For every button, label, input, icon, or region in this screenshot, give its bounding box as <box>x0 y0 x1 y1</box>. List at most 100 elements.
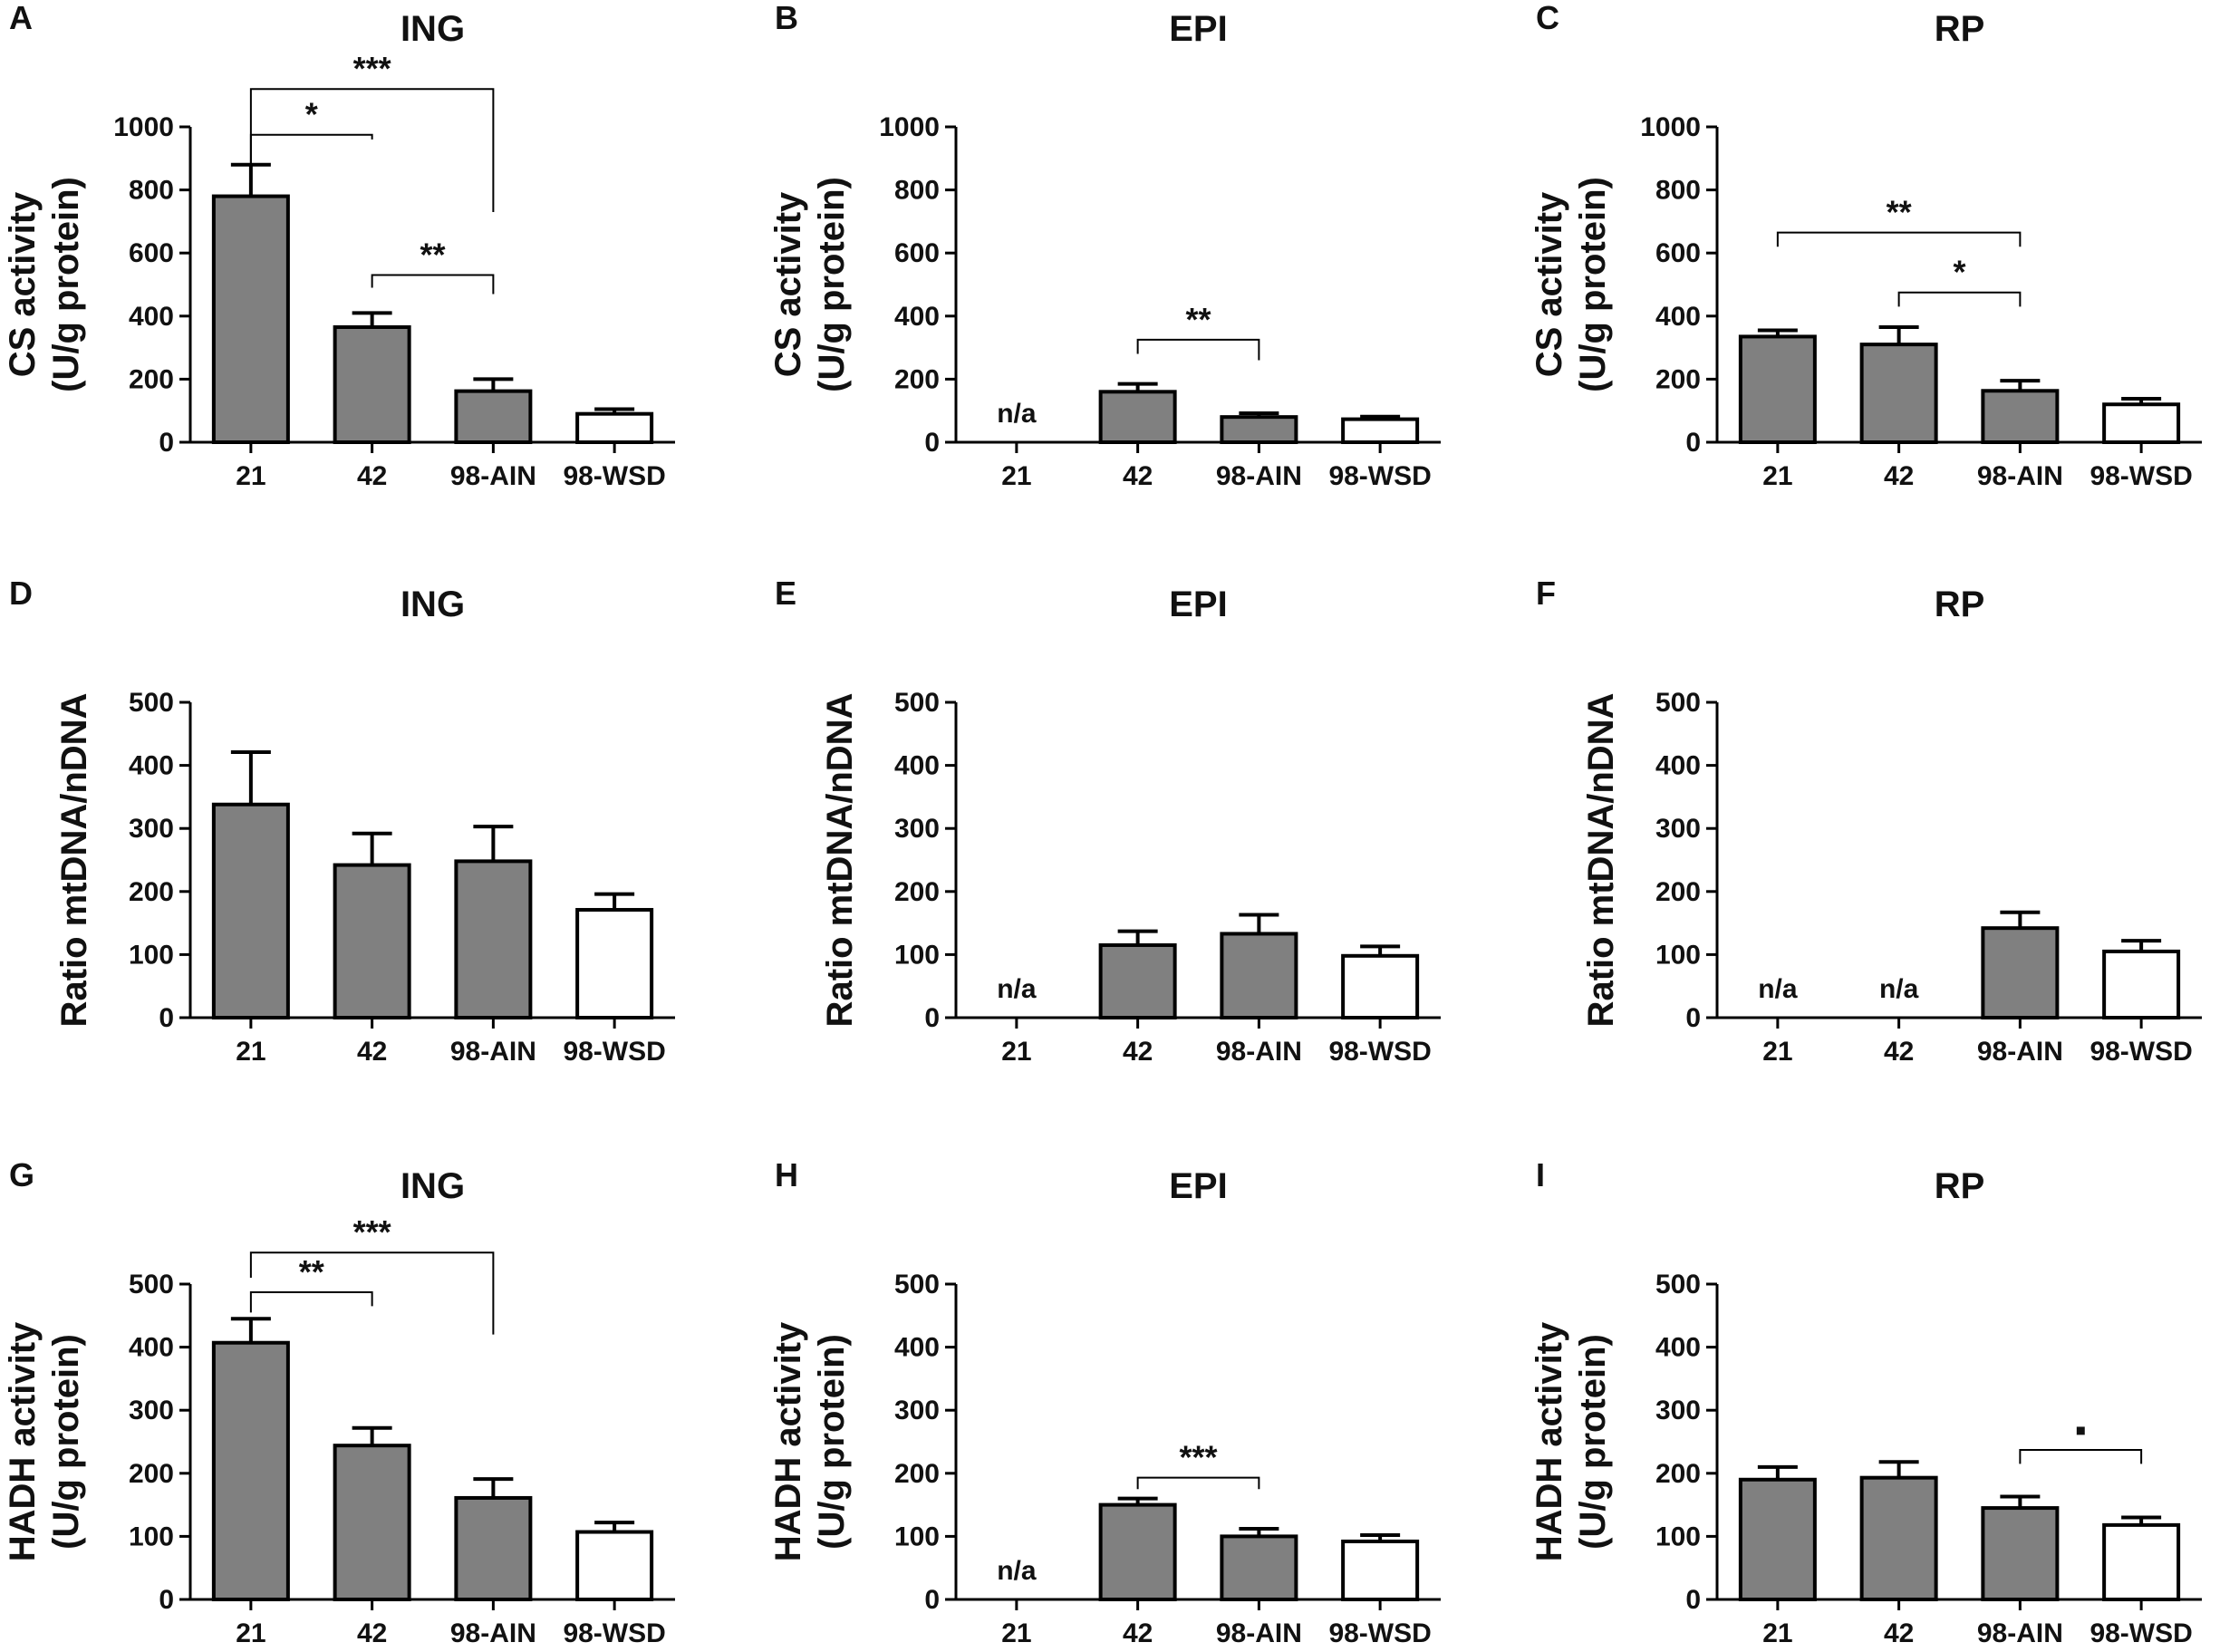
bar <box>2102 949 2181 1020</box>
y-axis-label: HADH activity <box>768 1321 808 1561</box>
y-tick-label: 200 <box>1655 364 1701 394</box>
x-tick-label: 42 <box>1123 1037 1153 1067</box>
panel-letter: I <box>1536 1156 1545 1193</box>
chart-panel-b: B EPI CS activity (U/g protein) 0 200 400 600 80… <box>768 0 1441 491</box>
y-axis-label: (U/g protein) <box>1573 1334 1613 1550</box>
chart-panel-g: G ING HADH activity (U/g protein) 0 100 200 300… <box>3 1156 675 1648</box>
bar <box>1859 343 1938 444</box>
bar <box>1220 1534 1298 1602</box>
bar <box>333 324 411 445</box>
significance-bracket <box>1897 291 2022 307</box>
y-axis-label: CS activity <box>3 191 43 377</box>
bar <box>454 1495 533 1601</box>
bar <box>211 194 290 444</box>
bar <box>1738 334 1817 445</box>
significance-label: ** <box>1887 194 1912 231</box>
chart-panel-h: H EPI HADH activity (U/g protein) 0 100 200 300… <box>768 1156 1441 1648</box>
y-tick-label: 600 <box>1655 238 1701 268</box>
y-tick-label: 0 <box>924 428 940 458</box>
bar <box>1220 415 1298 445</box>
panel-letter: A <box>9 0 33 36</box>
x-tick-label: 42 <box>1123 1618 1153 1648</box>
x-tick-label: 98-WSD <box>563 461 665 491</box>
y-tick-label: 1000 <box>113 112 174 142</box>
significance-bracket <box>249 88 495 212</box>
x-tick-label: 21 <box>236 1037 265 1067</box>
bar <box>1738 1477 1817 1602</box>
x-tick-label: 21 <box>236 1618 265 1648</box>
y-tick-label: 400 <box>129 751 174 781</box>
y-tick-label: 800 <box>1655 176 1701 206</box>
y-axis-label: (U/g protein) <box>812 177 852 392</box>
x-tick-label: 42 <box>1884 1618 1914 1648</box>
y-tick-label: 300 <box>894 1396 940 1425</box>
bar <box>1981 1506 2060 1601</box>
bar <box>1341 1539 1420 1602</box>
x-tick-label: 98-AIN <box>1216 461 1302 491</box>
x-tick-label: 98-AIN <box>1977 461 2063 491</box>
y-tick-label: 500 <box>129 1270 174 1299</box>
y-tick-label: 500 <box>894 688 940 718</box>
y-axis-label: (U/g protein) <box>46 1334 86 1550</box>
panel-title: EPI <box>1169 9 1227 49</box>
panel-letter: E <box>775 575 796 612</box>
y-axis-label: (U/g protein) <box>1573 177 1613 392</box>
y-tick-label: 100 <box>894 940 940 970</box>
y-tick-label: 800 <box>129 176 174 206</box>
panel-letter: D <box>9 575 33 612</box>
y-tick-label: 100 <box>1655 1522 1701 1551</box>
panel-title: ING <box>401 584 465 624</box>
chart-panel-c: C RP CS activity (U/g protein) 0 200 400 600 800… <box>1530 0 2202 491</box>
significance-bracket <box>249 133 373 169</box>
x-tick-label: 21 <box>1001 1037 1031 1067</box>
y-tick-label: 0 <box>1685 1585 1701 1615</box>
y-tick-label: 400 <box>894 1333 940 1363</box>
y-axis-label: HADH activity <box>1530 1321 1569 1561</box>
y-tick-label: 400 <box>894 302 940 332</box>
x-tick-label: 42 <box>357 1037 387 1067</box>
bar <box>454 859 533 1020</box>
y-tick-label: 500 <box>1655 688 1701 718</box>
bar <box>1220 932 1298 1020</box>
significance-label: *** <box>1179 1439 1217 1476</box>
y-tick-label: 200 <box>894 877 940 907</box>
bar <box>1098 942 1177 1019</box>
significance-bracket <box>2019 1449 2143 1464</box>
panel-letter: B <box>775 0 798 36</box>
bar <box>454 389 533 444</box>
y-tick-label: 200 <box>1655 877 1701 907</box>
bar <box>1981 926 2060 1019</box>
significance-label: *** <box>353 1213 391 1251</box>
y-tick-label: 400 <box>894 751 940 781</box>
significance-label: ** <box>1185 301 1211 338</box>
bar <box>1098 1502 1177 1601</box>
y-axis-label: Ratio mtDNA/nDNA <box>1581 693 1621 1028</box>
x-tick-label: 98-WSD <box>1328 1037 1431 1067</box>
significance-bracket <box>371 274 495 295</box>
y-tick-label: 500 <box>894 1270 940 1299</box>
chart-panel-f: F RP Ratio mtDNA/nDNA 0 100 200 300 400 500 21 42 9… <box>1536 575 2202 1067</box>
y-tick-label: 300 <box>129 1396 174 1425</box>
significance-label: * <box>1953 254 1965 291</box>
na-label: n/a <box>997 974 1037 1004</box>
na-label: n/a <box>1879 974 1919 1004</box>
y-tick-label: 300 <box>1655 814 1701 844</box>
x-tick-label: 21 <box>1001 1618 1031 1648</box>
panel-letter: H <box>775 1156 798 1193</box>
panel-letter: C <box>1536 0 1559 36</box>
significance-label: ** <box>299 1253 324 1290</box>
y-tick-label: 600 <box>894 238 940 268</box>
x-tick-label: 42 <box>357 1618 387 1648</box>
x-tick-label: 98-AIN <box>450 1037 536 1067</box>
y-tick-label: 200 <box>1655 1459 1701 1489</box>
significance-bracket <box>1776 231 2022 247</box>
y-axis-label: (U/g protein) <box>812 1334 852 1550</box>
x-tick-label: 98-WSD <box>2089 1618 2192 1648</box>
x-tick-label: 98-AIN <box>1216 1618 1302 1648</box>
bar <box>1341 417 1420 445</box>
x-tick-label: 98-WSD <box>2089 461 2192 491</box>
significance-bracket <box>249 1251 495 1335</box>
panel-title: EPI <box>1169 584 1227 624</box>
panel-letter: G <box>9 1156 34 1193</box>
significance-bracket <box>1136 338 1260 361</box>
